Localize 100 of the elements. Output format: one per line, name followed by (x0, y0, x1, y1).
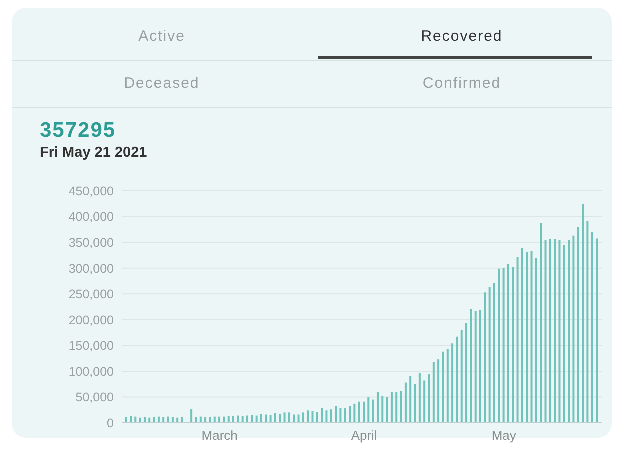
bar (214, 416, 216, 423)
bar (302, 412, 304, 423)
bar (340, 408, 342, 423)
bar (549, 238, 552, 423)
bar (390, 392, 393, 423)
bar (591, 232, 594, 423)
bar (288, 412, 290, 423)
bar (335, 406, 338, 423)
bar (316, 412, 318, 423)
bar (526, 252, 528, 423)
bar (428, 374, 430, 423)
bar (190, 409, 193, 423)
bar (326, 410, 328, 423)
bar (321, 408, 324, 423)
y-tick-label: 50,000 (76, 390, 114, 405)
bar (404, 382, 407, 423)
bar (200, 416, 202, 423)
bar (474, 311, 477, 423)
bar (535, 258, 538, 423)
y-tick-label: 350,000 (68, 236, 114, 250)
bar (432, 362, 435, 423)
bar (540, 223, 542, 423)
bar (270, 415, 272, 423)
y-tick-label: 400,000 (68, 210, 114, 224)
bar (456, 336, 458, 423)
y-tick-label: 0 (107, 416, 114, 430)
bar (330, 410, 332, 423)
bar (372, 400, 374, 423)
bar (530, 251, 533, 423)
bar (558, 240, 561, 423)
bar (507, 264, 510, 423)
chart-subtitle: Fri May 21 2021 (40, 145, 148, 161)
x-tick-label: March (202, 428, 238, 444)
bar (460, 330, 463, 423)
x-tick-label: May (492, 428, 517, 444)
bar (298, 414, 300, 423)
bar (260, 414, 262, 423)
bar (596, 238, 598, 423)
bar (376, 392, 379, 423)
bar (521, 248, 524, 423)
bar (563, 245, 566, 423)
bar (349, 406, 352, 423)
bar (237, 416, 240, 423)
y-tick-label: 150,000 (68, 339, 114, 354)
chart-title: 357295 (40, 119, 116, 143)
bar (386, 397, 388, 423)
x-tick-label: April (351, 428, 378, 444)
bar (218, 416, 221, 423)
bar (256, 416, 258, 423)
bar (438, 360, 440, 423)
bar (293, 414, 296, 423)
bar (586, 221, 589, 423)
bar (382, 396, 384, 423)
bar (410, 376, 412, 423)
bar (414, 384, 416, 423)
bar (363, 402, 365, 423)
y-tick-label: 100,000 (68, 364, 114, 379)
bar (246, 416, 248, 423)
bar (488, 287, 491, 423)
text: Confirmed (422, 74, 502, 94)
bar (274, 413, 276, 423)
bar (568, 240, 570, 423)
bar (265, 414, 268, 423)
bar (577, 227, 580, 423)
bar (251, 415, 254, 423)
y-tick-label: 300,000 (68, 262, 114, 276)
y-tick-label: 200,000 (68, 313, 114, 328)
bar (400, 391, 402, 423)
bar (358, 402, 360, 423)
bar (498, 268, 500, 423)
bar (279, 414, 282, 423)
bar (512, 267, 514, 423)
bar (452, 344, 454, 423)
bar (424, 380, 426, 423)
bar (470, 309, 472, 423)
bar (223, 416, 226, 423)
bar (307, 410, 310, 423)
bar (134, 416, 137, 423)
bar (544, 240, 547, 423)
bar (480, 310, 482, 423)
text: Recovered (420, 27, 504, 47)
bar (354, 404, 356, 423)
text: Deceased (123, 74, 201, 94)
text: Active (138, 27, 186, 47)
bar (572, 236, 575, 423)
bar (582, 204, 584, 423)
bar (502, 268, 505, 423)
bar (516, 258, 519, 423)
bar (493, 283, 496, 423)
bar (167, 416, 170, 423)
bar (466, 324, 468, 423)
y-tick-label: 250,000 (68, 288, 114, 302)
bar (442, 352, 444, 423)
bar (396, 392, 398, 423)
bar (368, 397, 370, 423)
bar (284, 412, 286, 423)
bar (312, 411, 314, 423)
bar (418, 372, 421, 423)
bar (554, 238, 556, 423)
bar (344, 408, 346, 423)
